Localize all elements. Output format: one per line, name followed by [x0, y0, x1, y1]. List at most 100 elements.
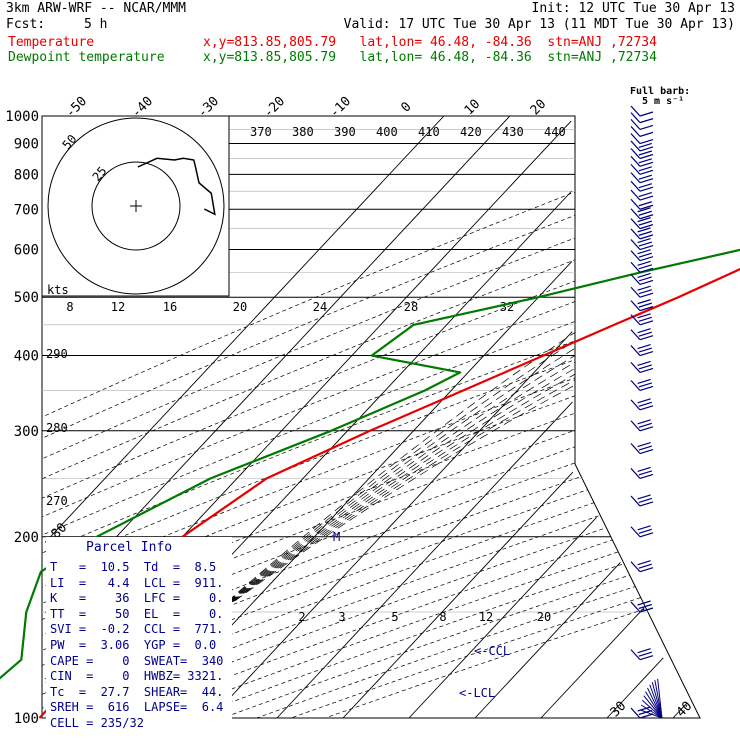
wind-barb-feather — [638, 302, 652, 308]
wind-barb-staff — [630, 286, 641, 298]
wind-barb — [630, 112, 654, 124]
dry-adiabat — [290, 116, 700, 718]
wind-barb — [630, 272, 654, 286]
wind-barb-staff — [630, 399, 641, 411]
dry-adiabat — [42, 116, 700, 718]
valid-time: Valid: 17 UTC Tue 30 Apr 13 (11 MDT Tue … — [343, 17, 735, 32]
lcl-marker: <-LCL — [459, 686, 495, 700]
wind-barb — [630, 260, 654, 273]
wind-barb-staff — [630, 468, 641, 479]
theta-label: 400 — [376, 125, 398, 139]
wind-barb — [630, 560, 654, 573]
wind-barb-feather — [639, 161, 654, 167]
parcel-info-row: TT = 50 EL = 0. — [50, 606, 224, 621]
wind-barb-feather — [637, 227, 651, 233]
hodograph-ring — [91, 161, 181, 251]
hodograph-origin — [130, 200, 142, 212]
surface-wind-barb — [651, 682, 663, 719]
wind-barb-feather — [637, 285, 651, 291]
wind-barb-feather — [637, 600, 651, 606]
wind-barb-feather — [638, 241, 652, 247]
wind-barb-feather — [638, 364, 652, 370]
wind-barb-feather — [639, 214, 654, 220]
wind-barb-feather — [639, 448, 654, 455]
dry-adiabat — [324, 116, 700, 718]
wind-barb-feather — [637, 217, 651, 223]
wind-barb-feather — [638, 445, 652, 451]
wind-barb-feather — [639, 111, 654, 117]
pressure-label: 200 — [14, 530, 39, 546]
wind-barb-feather — [639, 169, 654, 175]
hodograph-ring — [47, 117, 225, 295]
dry-adiabat — [42, 116, 700, 718]
hodograph-height-label: 270 — [46, 494, 68, 508]
isotherm-label: 0 — [398, 99, 414, 115]
wind-barb-feather — [638, 331, 652, 337]
wind-barb-feather — [637, 360, 651, 367]
isotherm-label: -10 — [327, 94, 354, 121]
dewpoint-legend: Dewpoint temperature — [8, 50, 165, 65]
hodograph-speed-label: 16 — [163, 300, 177, 314]
parcel-info-row: Tc = 27.7 SHEAR= 44. — [50, 684, 224, 699]
theta-label: 370 — [250, 125, 272, 139]
wind-barb-staff — [630, 329, 641, 341]
mixing-ratio-label: 3 — [338, 610, 345, 624]
wind-barb — [630, 313, 654, 326]
wind-barb-feather — [639, 204, 654, 210]
wind-barb-feather — [639, 124, 654, 130]
dry-adiabat — [154, 116, 700, 718]
parcel-info-row: LI = 4.4 LCL = 911. — [50, 575, 224, 590]
dry-adiabat — [42, 116, 700, 718]
wind-barb-feather — [638, 603, 652, 610]
wind-barb-feather — [639, 279, 654, 286]
wind-barb-staff — [630, 250, 641, 262]
wind-barb-feather — [639, 501, 654, 507]
parcel-info-row: CIN = 0 HWBZ= 3321. — [50, 669, 224, 684]
surface-wind-barb — [649, 684, 663, 719]
pressure-label: 600 — [14, 243, 39, 259]
wind-barb-feather — [637, 648, 651, 654]
parcel-info-row: PW = 3.06 YGP = 0.0 — [50, 638, 217, 652]
wind-barb-feather — [638, 252, 652, 258]
wind-barb-feather — [637, 299, 651, 305]
wind-barb-staff — [630, 133, 641, 144]
wind-barb-feather — [639, 178, 654, 184]
pressure-label: 500 — [14, 290, 39, 306]
wind-barb-feather — [638, 289, 652, 295]
moist-adiabat — [93, 116, 700, 718]
wind-barb-feather — [637, 560, 651, 566]
wind-barb-feather — [638, 142, 652, 148]
wind-barb-feather — [639, 713, 654, 719]
mixing-ratio-label: 12 — [479, 610, 493, 624]
wind-barb-feather — [637, 237, 651, 244]
wind-barb-feather — [638, 174, 652, 180]
wind-barb-feather — [638, 470, 652, 476]
wind-barb-feather — [639, 385, 654, 392]
isotherm-label: 10 — [462, 97, 484, 119]
wind-barb-staff — [630, 119, 641, 130]
wind-barb-feather — [638, 316, 652, 322]
isotherm-line — [606, 657, 664, 719]
wind-barb-feather — [638, 497, 652, 504]
wind-barb-staff — [630, 155, 641, 167]
dewpoint-location-info: x,y=813.85,805.79 lat,lon= 46.48, -84.36… — [203, 50, 657, 65]
mixing-ratio-label: 20 — [537, 610, 551, 624]
theta-label: 380 — [292, 125, 314, 139]
isotherm-label: -20 — [261, 94, 288, 121]
kts-label: kts — [47, 283, 69, 297]
moist-adiabat — [85, 116, 700, 718]
wind-barb-feather — [638, 230, 652, 236]
wind-barb-feather — [638, 183, 652, 189]
isotherm-label: 20 — [528, 97, 550, 119]
mixing-ratio-label: 5 — [391, 610, 398, 624]
wind-barb — [630, 525, 654, 538]
wind-barb-feather — [637, 249, 651, 255]
wind-barb — [630, 706, 654, 719]
wind-barb-feather — [637, 466, 651, 473]
wind-barb-feather — [639, 350, 654, 357]
wind-barb-staff — [630, 228, 641, 240]
mixing-ratio-label: 2 — [298, 610, 305, 624]
isotherm-line — [44, 115, 445, 543]
wind-barb — [630, 343, 654, 357]
